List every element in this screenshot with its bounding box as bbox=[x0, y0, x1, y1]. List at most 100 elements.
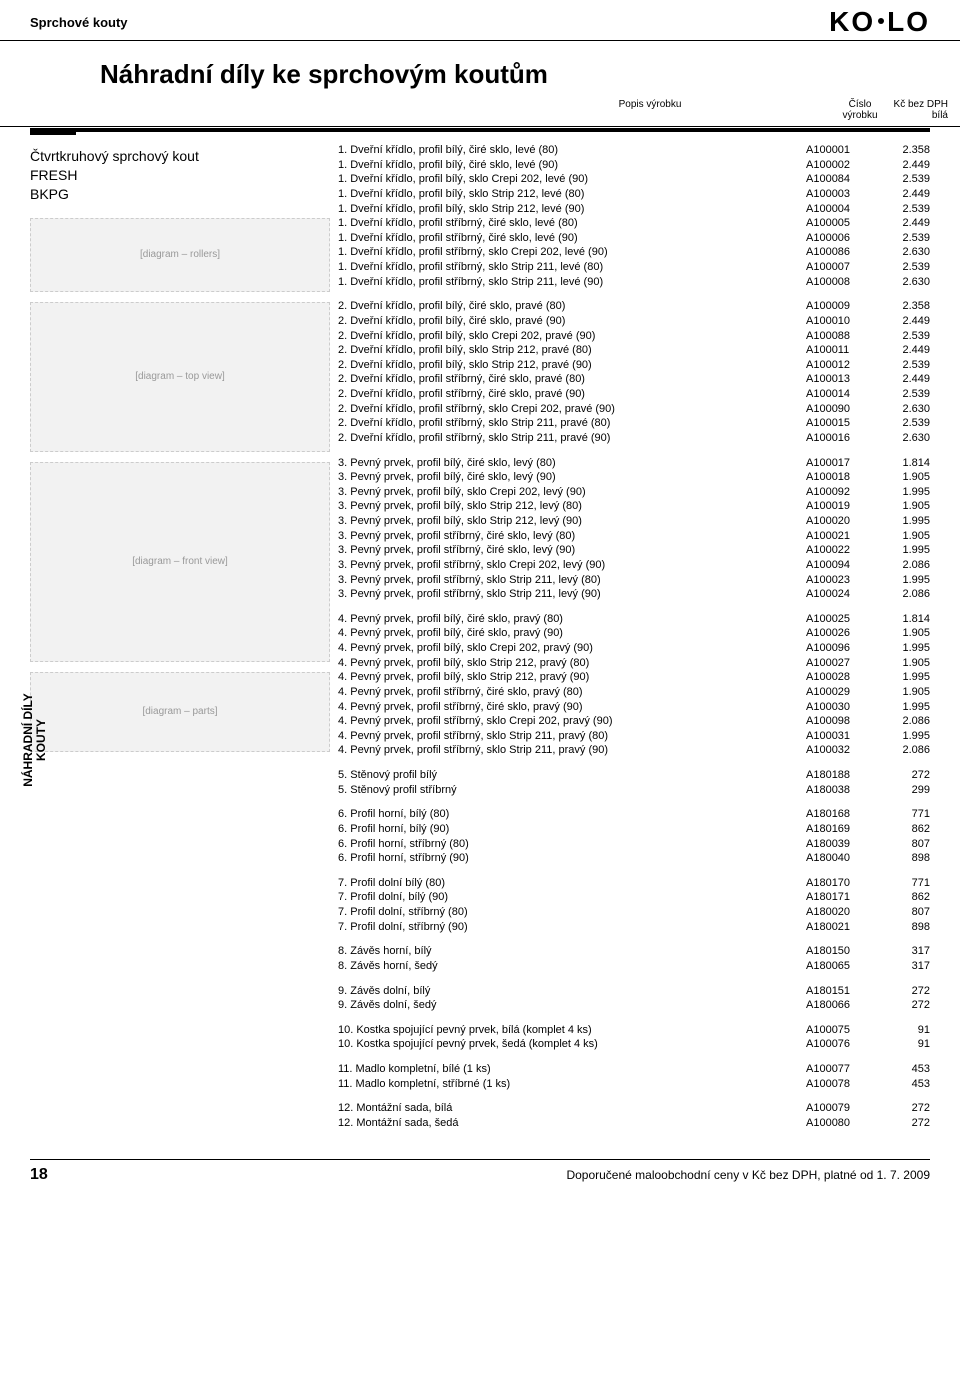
table-row: 2. Dveřní křídlo, profil bílý, sklo Stri… bbox=[338, 343, 930, 358]
row-description: 1. Dveřní křídlo, profil stříbrný, čiré … bbox=[338, 216, 804, 231]
row-description: 11. Madlo kompletní, bílé (1 ks) bbox=[338, 1062, 804, 1077]
row-code: A180021 bbox=[804, 920, 874, 935]
row-description: 9. Závěs dolní, bílý bbox=[338, 984, 804, 999]
row-code: A100026 bbox=[804, 626, 874, 641]
row-code: A100020 bbox=[804, 514, 874, 529]
table-row: 3. Pevný prvek, profil bílý, sklo Crepi … bbox=[338, 485, 930, 500]
row-code: A100029 bbox=[804, 685, 874, 700]
parts-list: 1. Dveřní křídlo, profil bílý, čiré sklo… bbox=[330, 143, 930, 1141]
row-code: A100014 bbox=[804, 387, 874, 402]
table-row: 9. Závěs dolní, bílýA180151272 bbox=[338, 984, 930, 999]
rule-accent bbox=[30, 132, 76, 135]
row-price: 453 bbox=[874, 1077, 930, 1092]
table-row: 2. Dveřní křídlo, profil stříbrný, sklo … bbox=[338, 402, 930, 417]
row-description: 6. Profil horní, bílý (90) bbox=[338, 822, 804, 837]
table-row: 10. Kostka spojující pevný prvek, šedá (… bbox=[338, 1037, 930, 1052]
table-row: 7. Profil dolní bílý (80)A180170771 bbox=[338, 876, 930, 891]
table-row: 2. Dveřní křídlo, profil bílý, sklo Crep… bbox=[338, 329, 930, 344]
row-price: 771 bbox=[874, 807, 930, 822]
row-code: A100096 bbox=[804, 641, 874, 656]
table-row: 1. Dveřní křídlo, profil stříbrný, sklo … bbox=[338, 260, 930, 275]
table-row: 1. Dveřní křídlo, profil stříbrný, čiré … bbox=[338, 231, 930, 246]
table-row: 3. Pevný prvek, profil stříbrný, sklo St… bbox=[338, 573, 930, 588]
row-description: 1. Dveřní křídlo, profil stříbrný, čiré … bbox=[338, 231, 804, 246]
table-row: 10. Kostka spojující pevný prvek, bílá (… bbox=[338, 1023, 930, 1038]
row-code: A180065 bbox=[804, 959, 874, 974]
row-description: 4. Pevný prvek, profil bílý, čiré sklo, … bbox=[338, 626, 804, 641]
parts-group: 4. Pevný prvek, profil bílý, čiré sklo, … bbox=[338, 612, 930, 758]
row-code: A180170 bbox=[804, 876, 874, 891]
row-description: 4. Pevný prvek, profil stříbrný, sklo St… bbox=[338, 729, 804, 744]
row-description: 2. Dveřní křídlo, profil bílý, sklo Stri… bbox=[338, 358, 804, 373]
row-price: 2.539 bbox=[874, 202, 930, 217]
row-code: A100005 bbox=[804, 216, 874, 231]
row-price: 272 bbox=[874, 998, 930, 1013]
row-description: 3. Pevný prvek, profil bílý, čiré sklo, … bbox=[338, 456, 804, 471]
row-price: 299 bbox=[874, 783, 930, 798]
left-column: Čtvrtkruhový sprchový kout FRESH BKPG [d… bbox=[30, 143, 330, 1141]
row-code: A100008 bbox=[804, 275, 874, 290]
top-bar: Sprchové kouty KOLO bbox=[0, 0, 960, 41]
row-description: 4. Pevný prvek, profil bílý, čiré sklo, … bbox=[338, 612, 804, 627]
row-price: 2.539 bbox=[874, 387, 930, 402]
table-row: 12. Montážní sada, bíláA100079272 bbox=[338, 1101, 930, 1116]
row-code: A100009 bbox=[804, 299, 874, 314]
row-description: 2. Dveřní křídlo, profil stříbrný, čiré … bbox=[338, 372, 804, 387]
table-row: 5. Stěnový profil bílýA180188272 bbox=[338, 768, 930, 783]
row-code: A180151 bbox=[804, 984, 874, 999]
row-code: A100028 bbox=[804, 670, 874, 685]
row-price: 2.539 bbox=[874, 231, 930, 246]
table-row: 8. Závěs horní, bílýA180150317 bbox=[338, 944, 930, 959]
row-price: 1.995 bbox=[874, 729, 930, 744]
parts-group: 1. Dveřní křídlo, profil bílý, čiré sklo… bbox=[338, 143, 930, 289]
row-price: 1.814 bbox=[874, 456, 930, 471]
breadcrumb: Sprchové kouty bbox=[30, 15, 128, 30]
row-price: 2.086 bbox=[874, 587, 930, 602]
row-description: 4. Pevný prvek, profil bílý, sklo Crepi … bbox=[338, 641, 804, 656]
row-code: A100098 bbox=[804, 714, 874, 729]
row-price: 317 bbox=[874, 959, 930, 974]
table-row: 3. Pevný prvek, profil bílý, čiré sklo, … bbox=[338, 456, 930, 471]
table-row: 3. Pevný prvek, profil stříbrný, čiré sk… bbox=[338, 543, 930, 558]
row-code: A100094 bbox=[804, 558, 874, 573]
row-price: 2.449 bbox=[874, 343, 930, 358]
row-description: 10. Kostka spojující pevný prvek, bílá (… bbox=[338, 1023, 804, 1038]
row-price: 862 bbox=[874, 822, 930, 837]
table-row: 2. Dveřní křídlo, profil stříbrný, sklo … bbox=[338, 416, 930, 431]
row-price: 272 bbox=[874, 1101, 930, 1116]
row-description: 3. Pevný prvek, profil stříbrný, čiré sk… bbox=[338, 543, 804, 558]
row-code: A100022 bbox=[804, 543, 874, 558]
row-code: A180169 bbox=[804, 822, 874, 837]
row-price: 2.086 bbox=[874, 743, 930, 758]
row-code: A100027 bbox=[804, 656, 874, 671]
parts-group: 12. Montážní sada, bíláA10007927212. Mon… bbox=[338, 1101, 930, 1130]
product-title: Čtvrtkruhový sprchový kout FRESH BKPG bbox=[30, 147, 330, 204]
row-price: 2.086 bbox=[874, 714, 930, 729]
row-price: 2.449 bbox=[874, 372, 930, 387]
row-price: 317 bbox=[874, 944, 930, 959]
row-description: 11. Madlo kompletní, stříbrné (1 ks) bbox=[338, 1077, 804, 1092]
row-description: 9. Závěs dolní, šedý bbox=[338, 998, 804, 1013]
row-price: 272 bbox=[874, 984, 930, 999]
table-row: 9. Závěs dolní, šedýA180066272 bbox=[338, 998, 930, 1013]
table-row: 1. Dveřní křídlo, profil stříbrný, čiré … bbox=[338, 216, 930, 231]
table-row: 7. Profil dolní, bílý (90)A180171862 bbox=[338, 890, 930, 905]
row-code: A100021 bbox=[804, 529, 874, 544]
table-row: 1. Dveřní křídlo, profil bílý, sklo Stri… bbox=[338, 187, 930, 202]
row-price: 2.630 bbox=[874, 402, 930, 417]
row-price: 1.814 bbox=[874, 612, 930, 627]
row-description: 5. Stěnový profil stříbrný bbox=[338, 783, 804, 798]
row-description: 1. Dveřní křídlo, profil stříbrný, sklo … bbox=[338, 245, 804, 260]
row-code: A180188 bbox=[804, 768, 874, 783]
row-price: 2.630 bbox=[874, 245, 930, 260]
table-row: 1. Dveřní křídlo, profil bílý, čiré sklo… bbox=[338, 143, 930, 158]
table-row: 4. Pevný prvek, profil stříbrný, čiré sk… bbox=[338, 685, 930, 700]
row-description: 2. Dveřní křídlo, profil bílý, čiré sklo… bbox=[338, 299, 804, 314]
table-row: 4. Pevný prvek, profil stříbrný, sklo St… bbox=[338, 729, 930, 744]
row-description: 3. Pevný prvek, profil stříbrný, sklo St… bbox=[338, 587, 804, 602]
row-code: A100007 bbox=[804, 260, 874, 275]
row-price: 807 bbox=[874, 905, 930, 920]
row-description: 1. Dveřní křídlo, profil bílý, sklo Stri… bbox=[338, 202, 804, 217]
row-code: A100023 bbox=[804, 573, 874, 588]
row-description: 3. Pevný prvek, profil stříbrný, sklo St… bbox=[338, 573, 804, 588]
